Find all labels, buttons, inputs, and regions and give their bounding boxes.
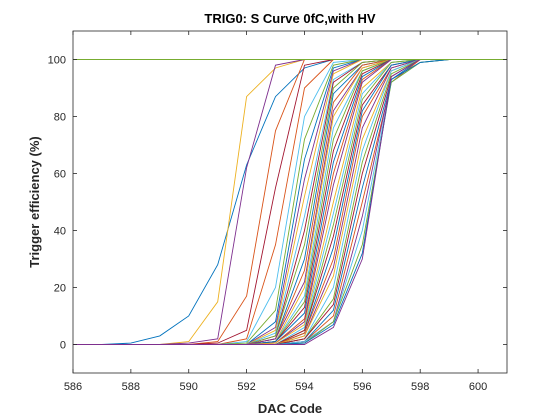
x-tick-label: 596 — [353, 381, 371, 393]
x-tick-label: 588 — [122, 381, 140, 393]
y-tick-label: 20 — [54, 283, 66, 295]
x-tick-label: 598 — [411, 381, 429, 393]
y-axis-label: Trigger efficiency (%) — [27, 136, 42, 267]
x-axis-label: DAC Code — [258, 401, 322, 416]
y-tick-label: 100 — [48, 55, 66, 67]
chart-title: TRIG0: S Curve 0fC,with HV — [204, 11, 376, 26]
x-tick-label: 592 — [237, 381, 255, 393]
series-layer — [73, 59, 507, 345]
y-tick-label: 40 — [54, 226, 66, 238]
x-tick-label: 600 — [469, 381, 487, 393]
y-tick-label: 60 — [54, 169, 66, 181]
x-tick-label: 594 — [295, 381, 313, 393]
tick-layer: 586 588 590 592 594 596 598 600 0 20 40 60 80 100 — [48, 31, 507, 393]
y-tick-label: 0 — [60, 340, 66, 352]
x-tick-label: 590 — [180, 381, 198, 393]
plot-frame — [72, 30, 508, 374]
x-tick-label: 586 — [64, 381, 82, 393]
y-tick-label: 80 — [54, 112, 66, 124]
